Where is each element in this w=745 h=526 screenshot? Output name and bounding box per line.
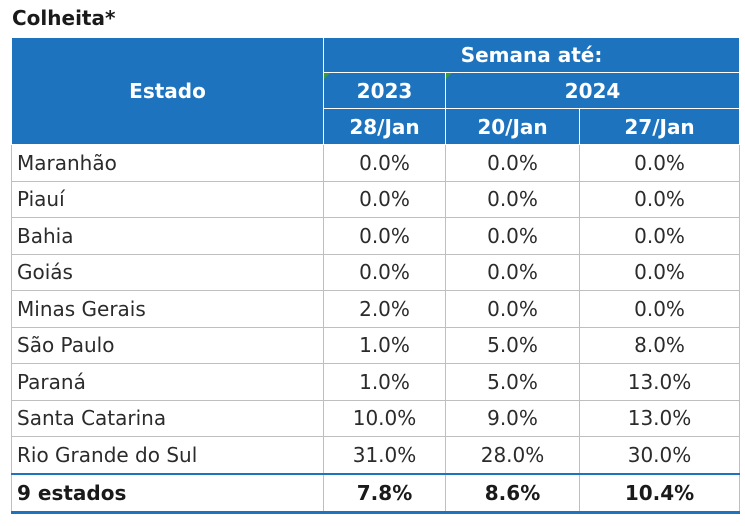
table-row: Bahia 0.0% 0.0% 0.0% (11, 217, 741, 255)
table-row: Rio Grande do Sul 31.0% 28.0% 30.0% (11, 436, 741, 474)
row-estado: Maranhão (11, 144, 324, 182)
row-estado: Rio Grande do Sul (11, 436, 324, 474)
row-value-2023: 1.0% (323, 327, 446, 364)
row-value-2023: 0.0% (323, 181, 446, 218)
header-date-2023: 28/Jan (323, 108, 446, 145)
row-estado: Piauí (11, 181, 324, 218)
row-estado: Minas Gerais (11, 290, 324, 328)
row-value-2024-b: 0.0% (578, 144, 741, 182)
row-value-2024-b: 0.0% (578, 290, 741, 328)
table-row: Piauí 0.0% 0.0% 0.0% (11, 181, 741, 218)
row-estado: São Paulo (11, 327, 324, 364)
row-value-2023: 0.0% (323, 217, 446, 255)
total-value-2024-a: 8.6% (445, 472, 580, 514)
row-value-2024-b: 13.0% (578, 363, 741, 401)
row-value-2024-a: 5.0% (445, 363, 580, 401)
row-estado: Paraná (11, 363, 324, 401)
total-value-2023: 7.8% (323, 472, 446, 514)
header-year-2023: 2023 (323, 72, 446, 109)
header-estado: Estado (11, 37, 324, 145)
header-date-2024-a: 20/Jan (445, 108, 580, 145)
row-value-2024-a: 5.0% (445, 327, 580, 364)
row-value-2024-b: 30.0% (578, 436, 741, 474)
cell-marker-icon (324, 73, 330, 79)
table-row: Goiás 0.0% 0.0% 0.0% (11, 254, 741, 291)
table-body: Maranhão 0.0% 0.0% 0.0% Piauí 0.0% 0.0% … (11, 144, 741, 514)
row-estado: Santa Catarina (11, 400, 324, 437)
header-semana: Semana até: (322, 37, 741, 73)
table-row: Paraná 1.0% 5.0% 13.0% (11, 363, 741, 401)
row-value-2023: 0.0% (323, 144, 446, 182)
table-row: Minas Gerais 2.0% 0.0% 0.0% (11, 290, 741, 328)
row-value-2023: 0.0% (323, 254, 446, 291)
total-value-2024-b: 10.4% (578, 472, 741, 514)
row-value-2023: 10.0% (323, 400, 446, 437)
table-row: Maranhão 0.0% 0.0% 0.0% (11, 144, 741, 182)
cell-marker-icon (446, 73, 452, 79)
row-value-2024-a: 0.0% (445, 217, 580, 255)
row-value-2023: 2.0% (323, 290, 446, 328)
row-value-2024-a: 28.0% (445, 436, 580, 474)
total-estado: 9 estados (11, 472, 324, 514)
table-title: Colheita* (12, 6, 116, 30)
harvest-table: Estado Semana até: 2023 2024 28/Jan 20/J… (11, 37, 741, 514)
row-value-2024-a: 0.0% (445, 144, 580, 182)
row-value-2024-b: 8.0% (578, 327, 741, 364)
row-value-2024-a: 9.0% (445, 400, 580, 437)
table-header: Estado Semana até: 2023 2024 28/Jan 20/J… (11, 37, 741, 145)
row-value-2024-b: 0.0% (578, 181, 741, 218)
row-value-2024-b: 0.0% (578, 217, 741, 255)
header-date-2024-b: 27/Jan (578, 108, 741, 145)
table-row: Santa Catarina 10.0% 9.0% 13.0% (11, 400, 741, 437)
total-row: 9 estados 7.8% 8.6% 10.4% (11, 472, 741, 514)
header-year-2024: 2024 (444, 72, 741, 109)
row-estado: Goiás (11, 254, 324, 291)
row-value-2024-a: 0.0% (445, 181, 580, 218)
row-value-2023: 31.0% (323, 436, 446, 474)
row-value-2024-b: 0.0% (578, 254, 741, 291)
row-estado: Bahia (11, 217, 324, 255)
row-value-2024-a: 0.0% (445, 254, 580, 291)
table-row: São Paulo 1.0% 5.0% 8.0% (11, 327, 741, 364)
row-value-2023: 1.0% (323, 363, 446, 401)
row-value-2024-a: 0.0% (445, 290, 580, 328)
row-value-2024-b: 13.0% (578, 400, 741, 437)
